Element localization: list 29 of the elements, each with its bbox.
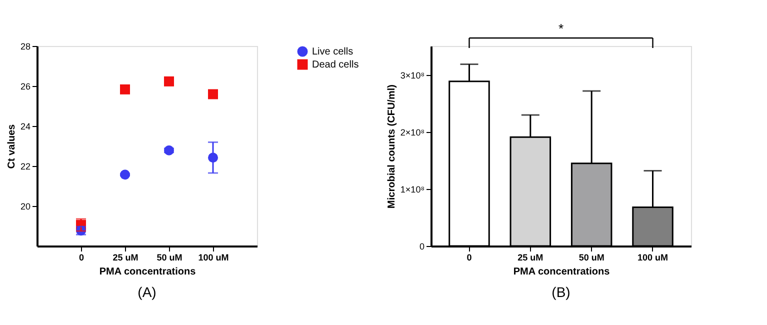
x-tick-label: 0 <box>466 252 472 262</box>
x-tick-label: 100 uM <box>638 252 668 262</box>
x-axis-title: PMA concentrations <box>99 266 196 278</box>
x-axis-title: PMA concentrations <box>513 266 610 278</box>
text: (B) <box>552 284 570 300</box>
y-axis-title: Microbial counts (CFU/ml) <box>386 84 398 208</box>
y-tick-label: 20 <box>20 202 30 212</box>
text: * <box>558 21 564 36</box>
y-tick-label: 2×10⁸ <box>400 128 425 138</box>
x-tick-label: 50 uM <box>156 252 182 262</box>
y-tick-label: 28 <box>20 42 30 52</box>
y-tick-label: 0 <box>419 242 424 252</box>
x-tick-label: 0 <box>78 252 84 262</box>
y-tick-label: 26 <box>20 82 30 92</box>
point <box>120 84 130 94</box>
x-tick-label: 25 uM <box>112 252 138 262</box>
y-tick-label: 24 <box>20 122 30 132</box>
y-axis-title: Ct values <box>6 124 18 169</box>
y-tick-label: 1×10⁸ <box>400 184 425 195</box>
point <box>208 89 218 100</box>
text: (A) <box>138 284 156 300</box>
y-tick-label: 22 <box>20 162 30 172</box>
x-tick-label: 100 uM <box>198 252 229 262</box>
legend-label: Live cells <box>312 46 354 58</box>
point <box>164 76 174 86</box>
y-tick-label: 3×10⁸ <box>400 70 425 81</box>
x-tick-label: 50 uM <box>578 252 604 262</box>
legend-label: Dead cells <box>312 60 359 70</box>
x-tick-label: 25 uM <box>518 252 544 262</box>
